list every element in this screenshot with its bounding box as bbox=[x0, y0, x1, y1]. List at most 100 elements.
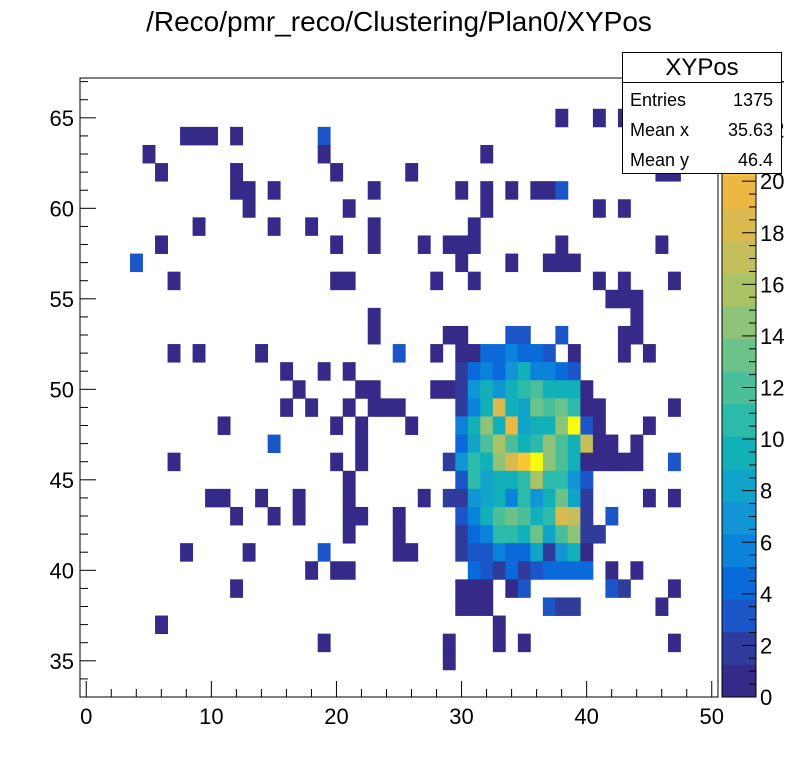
heatmap-bin bbox=[455, 506, 469, 526]
heatmap-bin bbox=[180, 126, 193, 146]
heatmap-bin bbox=[467, 434, 481, 454]
heatmap-bin bbox=[542, 597, 556, 616]
heatmap-bin bbox=[567, 434, 581, 454]
heatmap-bin bbox=[555, 325, 569, 345]
x-tick-label: 0 bbox=[80, 704, 92, 729]
heatmap-bin bbox=[567, 597, 581, 616]
colorbar-tick-label: 0 bbox=[760, 685, 772, 710]
heatmap-bin bbox=[492, 362, 506, 381]
heatmap-bin bbox=[330, 452, 344, 472]
heatmap-bin bbox=[555, 488, 569, 508]
heatmap-bin bbox=[405, 543, 419, 562]
heatmap-bin bbox=[517, 434, 531, 454]
heatmap-bin bbox=[480, 362, 494, 381]
heatmap-bin bbox=[330, 561, 344, 580]
heatmap-bin bbox=[630, 289, 644, 309]
stats-mean-y-value: 46.4 bbox=[737, 150, 773, 170]
heatmap-bin bbox=[455, 362, 469, 381]
heatmap-bin bbox=[192, 344, 206, 363]
heatmap-bin bbox=[667, 271, 681, 291]
heatmap-bin bbox=[342, 199, 356, 218]
heatmap-bin bbox=[492, 398, 506, 417]
heatmap-bin bbox=[530, 488, 544, 508]
heatmap-bin bbox=[230, 506, 244, 526]
heatmap-bin bbox=[455, 235, 469, 254]
heatmap-bin bbox=[517, 633, 531, 653]
heatmap-bin bbox=[555, 416, 569, 435]
heatmap-bin bbox=[517, 380, 531, 399]
heatmap-bin bbox=[505, 181, 519, 200]
heatmap-bin bbox=[667, 452, 681, 472]
heatmap-bin bbox=[505, 380, 519, 399]
heatmap-bin bbox=[167, 344, 181, 363]
heatmap-bin bbox=[480, 199, 494, 218]
heatmap-bin bbox=[580, 488, 594, 508]
heatmap-bin bbox=[467, 452, 481, 472]
heatmap-bin bbox=[580, 506, 594, 526]
stats-mean-x-value: 35.63 bbox=[727, 120, 773, 140]
heatmap-bin bbox=[467, 597, 481, 616]
colorbar-segment bbox=[722, 338, 756, 372]
heatmap-bin bbox=[605, 289, 619, 309]
heatmap-bin bbox=[617, 344, 631, 363]
heatmap-bin bbox=[330, 271, 344, 291]
heatmap-bin bbox=[442, 380, 456, 399]
heatmap-bin bbox=[542, 434, 556, 454]
heatmap-bin bbox=[367, 307, 381, 327]
heatmap-bin bbox=[417, 488, 431, 508]
heatmap-bin bbox=[405, 416, 419, 435]
heatmap-bin bbox=[530, 434, 544, 454]
heatmap-bin bbox=[530, 181, 544, 200]
heatmap-bin bbox=[505, 525, 519, 544]
heatmap-bin bbox=[292, 506, 306, 526]
colorbar-tick-label: 6 bbox=[760, 530, 772, 555]
heatmap-bin bbox=[492, 380, 506, 399]
heatmap-bin bbox=[592, 416, 606, 435]
heatmap-bin bbox=[505, 452, 519, 472]
heatmap-bin bbox=[505, 579, 519, 598]
heatmap-bin bbox=[355, 434, 369, 454]
heatmap-bin bbox=[630, 307, 644, 327]
heatmap-bin bbox=[167, 452, 181, 472]
heatmap-bin bbox=[505, 506, 519, 526]
heatmap-bin bbox=[505, 561, 519, 580]
heatmap-bin bbox=[542, 181, 556, 200]
heatmap-bin bbox=[330, 163, 344, 182]
heatmap-bin bbox=[555, 108, 569, 128]
heatmap-bin bbox=[455, 597, 469, 616]
stats-box: XYPos Entries 1375 Mean x 35.63 Mean y 4… bbox=[622, 52, 782, 174]
heatmap-bin bbox=[367, 181, 381, 200]
heatmap-bin bbox=[617, 325, 631, 345]
heatmap-bin bbox=[667, 398, 681, 417]
heatmap-bin bbox=[205, 126, 219, 146]
heatmap-bin bbox=[180, 543, 193, 562]
heatmap-bin bbox=[542, 344, 556, 363]
heatmap-bin bbox=[617, 199, 631, 218]
heatmap-bin bbox=[480, 144, 494, 164]
heatmap-bin bbox=[567, 543, 581, 562]
heatmap-bin bbox=[605, 452, 619, 472]
colorbar-segment bbox=[722, 468, 756, 502]
heatmap-bin bbox=[455, 344, 469, 363]
heatmap-bin bbox=[317, 543, 331, 562]
heatmap-bin bbox=[455, 325, 469, 345]
x-tick-label: 10 bbox=[199, 704, 223, 729]
heatmap-bin bbox=[567, 452, 581, 472]
heatmap-bin bbox=[230, 163, 244, 182]
heatmap-bin bbox=[617, 452, 631, 472]
heatmap-bin bbox=[467, 506, 481, 526]
heatmap-bin bbox=[467, 561, 481, 580]
stats-mean-x-row: Mean x 35.63 bbox=[630, 115, 773, 145]
stats-mean-x-label: Mean x bbox=[630, 120, 690, 140]
heatmap-bin bbox=[630, 561, 644, 580]
colorbar-segment bbox=[722, 566, 756, 600]
heatmap-bin bbox=[455, 525, 469, 544]
heatmap-bin bbox=[517, 344, 531, 363]
colorbar-tick-label: 10 bbox=[760, 427, 784, 452]
stats-mean-y-row: Mean y 46.4 bbox=[630, 145, 773, 175]
heatmap-bin bbox=[542, 362, 556, 381]
heatmap-bin bbox=[467, 488, 481, 508]
heatmap-bin bbox=[455, 579, 469, 598]
heatmap-bin bbox=[617, 271, 631, 291]
heatmap-bin bbox=[530, 362, 544, 381]
